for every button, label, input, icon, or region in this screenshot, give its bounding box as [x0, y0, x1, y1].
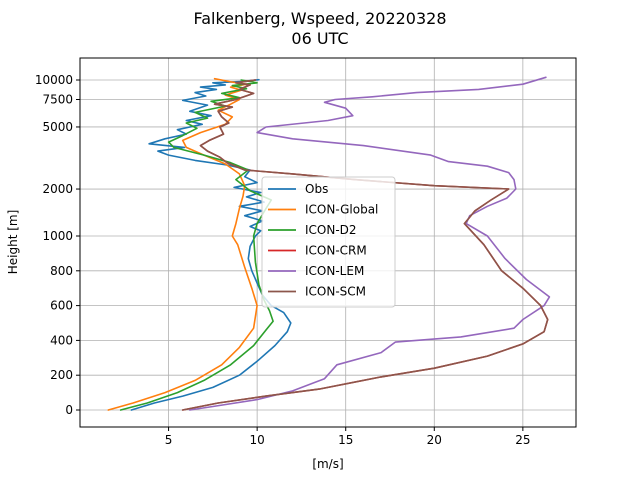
legend-label-icon-crm: ICON-CRM	[305, 244, 367, 258]
y-tick-label: 400	[50, 333, 73, 347]
x-axis: 5 10 15 20 25	[165, 427, 530, 447]
y-tick-label: 800	[50, 264, 73, 278]
legend-label-icon-scm: ICON-SCM	[305, 285, 366, 299]
x-tick-label: 5	[165, 433, 173, 447]
series-line-icon-d2	[119, 79, 274, 411]
series-line-icon-lem	[189, 76, 551, 411]
y-tick-label: 10000	[35, 73, 73, 87]
y-tick-label: 2000	[42, 182, 73, 196]
legend-label-obs: Obs	[305, 182, 328, 196]
y-tick-label: 7500	[42, 92, 73, 106]
y-axis: 0 200 400 600 800 1000 2000 5000 7500 10000	[35, 73, 80, 417]
series-line-icon-global	[107, 77, 258, 411]
y-axis-label: Height [m]	[6, 210, 20, 275]
x-axis-label: [m/s]	[312, 457, 343, 471]
x-tick-label: 10	[250, 433, 265, 447]
x-tick-label: 15	[338, 433, 353, 447]
y-tick-label: 5000	[42, 120, 73, 134]
x-tick-label: 25	[515, 433, 530, 447]
y-tick-label: 0	[65, 403, 73, 417]
legend-label-icon-global: ICON-Global	[305, 203, 378, 217]
y-tick-label: 600	[50, 299, 73, 313]
legend-label-icon-d2: ICON-D2	[305, 223, 357, 237]
y-tick-label: 1000	[42, 229, 73, 243]
legend: Obs ICON-Global ICON-D2 ICON-CRM ICON-LEM ICO…	[261, 176, 396, 308]
chart-subtitle: 06 UTC	[291, 29, 348, 48]
series-line-obs	[130, 78, 292, 411]
chart-title: Falkenberg, Wspeed, 20220328	[193, 9, 446, 28]
legend-label-icon-lem: ICON-LEM	[305, 264, 364, 278]
grid-lines	[80, 58, 576, 427]
plot-frame	[79, 57, 577, 428]
x-tick-label: 20	[427, 433, 442, 447]
y-tick-label: 200	[50, 368, 73, 382]
